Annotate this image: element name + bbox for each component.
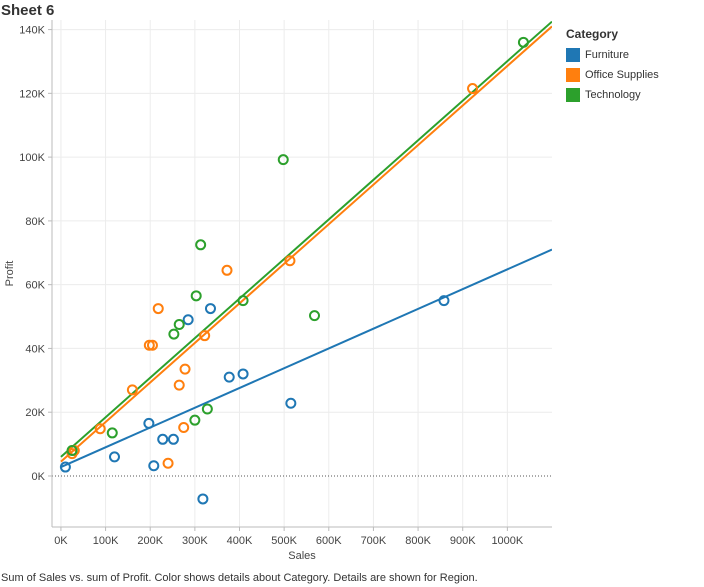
x-tick-label: 0K [54,535,68,547]
point-furniture [204,303,216,315]
point-technology [106,427,118,439]
point-furniture [143,417,155,429]
y-tick-label: 20K [25,407,45,419]
legend-swatch-office-supplies [566,68,580,82]
legend-item-office-supplies[interactable]: Office Supplies [566,65,659,85]
point-furniture [59,461,71,473]
legend-label-furniture: Furniture [585,49,630,61]
point-furniture [182,314,194,326]
y-tick-label: 140K [19,25,45,37]
trend-line-technology [60,20,552,458]
point-furniture [237,368,249,380]
point-technology [237,295,249,307]
x-tick-label: 700K [361,535,387,547]
y-tick-label: 40K [25,343,45,355]
x-axis-title: Sales [288,550,316,562]
x-tick-label: 800K [405,535,431,547]
point-office-supplies [179,363,191,375]
point-office-supplies [152,303,164,315]
legend-swatch-furniture [566,48,580,62]
point-furniture [438,295,450,307]
trend-line-furniture [60,248,552,468]
point-technology [195,239,207,251]
point-technology [66,444,78,456]
x-tick-label: 900K [450,535,476,547]
legend-item-furniture[interactable]: Furniture [566,45,659,65]
point-technology [201,403,213,415]
point-technology [173,319,185,331]
point-technology [189,414,201,426]
y-tick-label: 120K [19,88,45,100]
point-office-supplies [162,457,174,469]
point-furniture [197,493,209,505]
y-axis-title: Profit [4,261,16,287]
x-tick-label: 400K [227,535,253,547]
point-technology [517,36,529,48]
x-tick-label: 100K [93,535,119,547]
y-tick-label: 80K [25,216,45,228]
legend-label-office-supplies: Office Supplies [585,69,659,81]
x-tick-label: 500K [271,535,297,547]
data-points [59,36,529,505]
trend-lines [60,20,552,468]
point-office-supplies [126,384,138,396]
point-furniture [223,371,235,383]
x-tick-label: 600K [316,535,342,547]
point-furniture [167,433,179,445]
point-office-supplies [94,423,106,435]
point-furniture [148,460,160,472]
y-tick-label: 60K [25,280,45,292]
y-tick-label: 0K [32,471,46,483]
legend-item-technology[interactable]: Technology [566,85,659,105]
point-technology [190,290,202,302]
point-technology [277,154,289,166]
point-furniture [109,451,120,463]
axes-layer [48,20,552,531]
point-office-supplies [199,330,211,342]
point-office-supplies [284,255,296,267]
point-office-supplies [178,422,190,434]
x-tick-label: 1000K [491,535,523,547]
grid-layer [52,20,552,527]
y-tick-label: 100K [19,152,45,164]
point-office-supplies [221,264,233,276]
point-furniture [285,397,297,409]
point-office-supplies [467,83,479,95]
point-office-supplies [146,339,158,351]
axis-labels: 0K 100K 200K 300K 400K 500K 600K 700K 800K 900K 10… [4,25,524,562]
legend-title: Category [566,27,619,41]
legend: Category Furniture Office Supplies Techn… [566,27,659,105]
point-furniture [157,433,169,445]
point-office-supplies [173,379,185,391]
x-tick-label: 200K [137,535,163,547]
legend-label-technology: Technology [585,89,641,101]
sheet-title: Sheet 6 [1,2,55,19]
legend-swatch-technology [566,88,580,102]
trend-line-office-supplies [60,25,552,463]
chart-caption: Sum of Sales vs. sum of Profit. Color sh… [1,572,478,584]
x-tick-label: 300K [182,535,208,547]
point-technology [309,310,320,322]
point-technology [168,328,180,340]
